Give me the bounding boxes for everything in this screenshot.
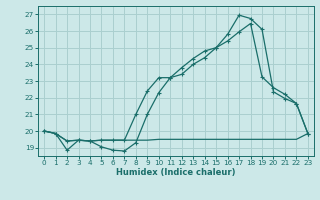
X-axis label: Humidex (Indice chaleur): Humidex (Indice chaleur): [116, 168, 236, 177]
